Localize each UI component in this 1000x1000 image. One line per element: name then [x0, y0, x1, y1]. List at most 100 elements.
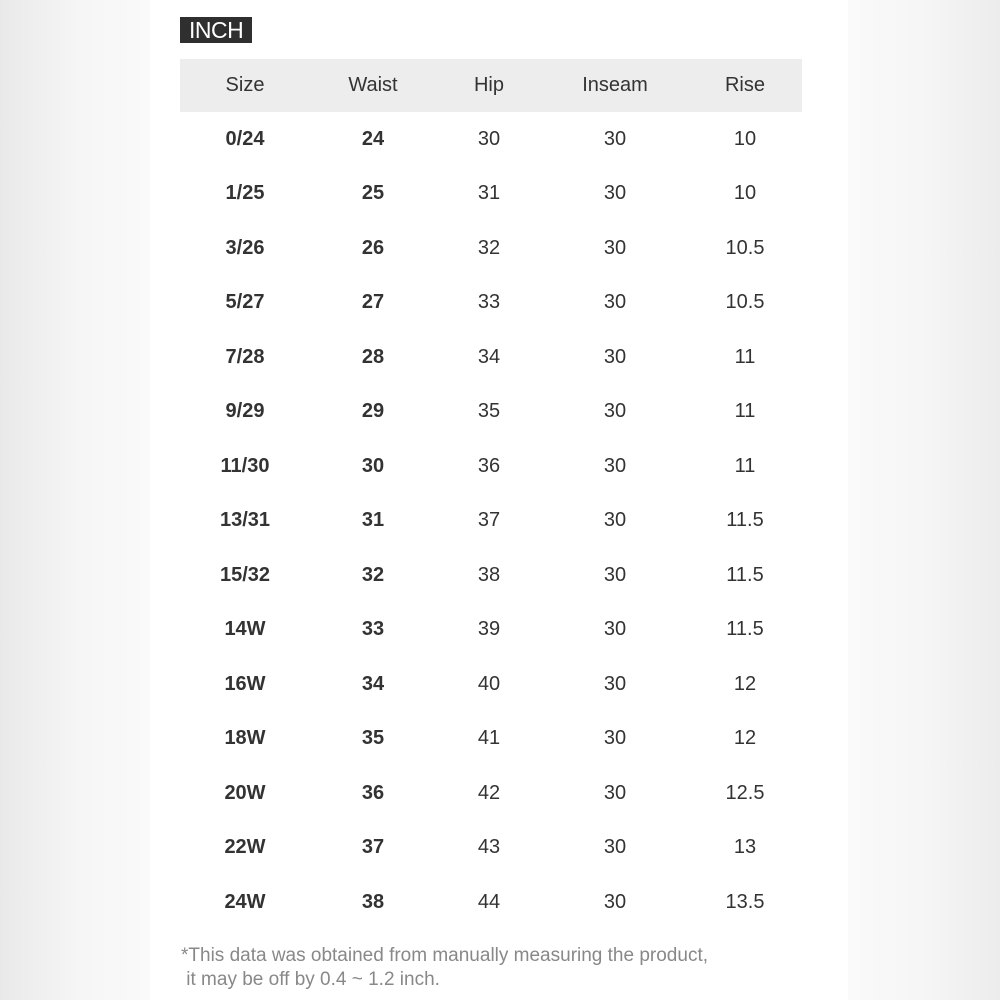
- cell-size: 20W: [224, 781, 266, 804]
- cell-size: 16W: [224, 672, 266, 695]
- cell-inseam: 30: [603, 454, 627, 477]
- cell-rise: 11: [734, 345, 756, 368]
- cell-size: 15/32: [219, 563, 271, 586]
- table-row: 11/30 30 36 30 11: [180, 439, 802, 494]
- table-row: 3/26 26 32 30 10.5: [180, 221, 802, 276]
- table-row: 18W 35 41 30 12: [180, 712, 802, 767]
- table-row: 1/25 25 31 30 10: [180, 167, 802, 222]
- cell-waist: 35: [361, 727, 385, 750]
- cell-rise: 10.5: [725, 236, 765, 259]
- cell-waist: 29: [361, 400, 385, 423]
- table-row: 5/27 27 33 30 10.5: [180, 276, 802, 331]
- cell-inseam: 30: [603, 400, 627, 423]
- unit-label: INCH: [180, 17, 253, 43]
- cell-rise: 12: [733, 672, 757, 695]
- cell-waist: 34: [361, 672, 385, 695]
- cell-size: 13/31: [219, 509, 271, 532]
- cell-rise: 10.5: [725, 291, 765, 314]
- table-row: 24W 38 44 30 13.5: [180, 875, 802, 930]
- table-row: 22W 37 43 30 13: [180, 821, 802, 876]
- cell-inseam: 30: [603, 727, 627, 750]
- cell-hip: 31: [477, 182, 501, 205]
- cell-size: 0/24: [225, 127, 265, 150]
- cell-size: 1/25: [225, 182, 265, 205]
- cell-inseam: 30: [603, 890, 627, 913]
- cell-inseam: 30: [603, 236, 627, 259]
- cell-size: 18W: [224, 727, 266, 750]
- cell-waist: 26: [361, 236, 385, 259]
- cell-rise: 11.5: [726, 509, 764, 532]
- cell-size: 9/29: [225, 400, 265, 423]
- cell-hip: 41: [477, 727, 501, 750]
- cell-rise: 11: [734, 454, 756, 477]
- cell-hip: 33: [477, 291, 501, 314]
- cell-waist: 37: [361, 836, 385, 859]
- footnote-line: *This data was obtained from manually me…: [181, 945, 708, 966]
- cell-size: 5/27: [225, 291, 265, 314]
- cell-hip: 42: [477, 781, 501, 804]
- table-row: 13/31 31 37 30 11.5: [180, 494, 802, 549]
- cell-inseam: 30: [603, 563, 627, 586]
- cell-inseam: 30: [603, 618, 627, 641]
- cell-waist: 28: [361, 345, 385, 368]
- cell-hip: 38: [477, 563, 501, 586]
- cell-waist: 24: [361, 127, 385, 150]
- cell-rise: 13.5: [725, 890, 765, 913]
- cell-hip: 37: [477, 509, 501, 532]
- cell-rise: 11.5: [726, 618, 764, 641]
- cell-hip: 36: [477, 454, 501, 477]
- table-header: Size Waist Hip Inseam Rise: [180, 59, 802, 112]
- footnote: *This data was obtained from manually me…: [181, 944, 708, 992]
- cell-size: 7/28: [225, 345, 265, 368]
- table-row: 7/28 28 34 30 11: [180, 330, 802, 385]
- cell-inseam: 30: [603, 345, 627, 368]
- column-header-rise: Rise: [688, 59, 802, 112]
- column-header-size: Size: [180, 59, 310, 112]
- cell-waist: 36: [361, 781, 385, 804]
- cell-size: 14W: [224, 618, 266, 641]
- table-row: 9/29 29 35 30 11: [180, 385, 802, 440]
- table-row: 0/24 24 30 30 10: [180, 112, 802, 167]
- cell-hip: 30: [477, 127, 501, 150]
- cell-size: 11/30: [220, 454, 270, 477]
- cell-rise: 11.5: [726, 563, 764, 586]
- cell-waist: 38: [361, 890, 385, 913]
- footnote-line: it may be off by 0.4 ~ 1.2 inch.: [181, 969, 440, 990]
- table-row: 15/32 32 38 30 11.5: [180, 548, 802, 603]
- cell-rise: 10: [733, 127, 757, 150]
- cell-waist: 31: [361, 509, 385, 532]
- size-table: Size Waist Hip Inseam Rise 0/24 24 30 30 10 1/25 2…: [180, 59, 802, 930]
- cell-hip: 40: [477, 672, 501, 695]
- cell-inseam: 30: [603, 672, 627, 695]
- cell-waist: 27: [361, 291, 385, 314]
- cell-size: 3/26: [225, 236, 265, 259]
- column-header-hip: Hip: [436, 59, 542, 112]
- table-row: 14W 33 39 30 11.5: [180, 603, 802, 658]
- column-header-waist: Waist: [310, 59, 436, 112]
- cell-hip: 32: [477, 236, 501, 259]
- cell-hip: 43: [477, 836, 501, 859]
- cell-rise: 12: [733, 727, 757, 750]
- cell-hip: 34: [477, 345, 501, 368]
- cell-size: 24W: [224, 890, 266, 913]
- size-chart-panel: [150, 0, 848, 1000]
- cell-size: 22W: [224, 836, 266, 859]
- cell-waist: 32: [361, 563, 385, 586]
- cell-waist: 25: [361, 182, 385, 205]
- cell-inseam: 30: [603, 127, 627, 150]
- cell-waist: 30: [361, 454, 385, 477]
- cell-rise: 10: [733, 182, 757, 205]
- cell-inseam: 30: [603, 836, 627, 859]
- cell-inseam: 30: [603, 781, 627, 804]
- cell-hip: 44: [477, 890, 501, 913]
- column-header-inseam: Inseam: [542, 59, 688, 112]
- cell-rise: 12.5: [725, 781, 765, 804]
- cell-inseam: 30: [603, 182, 627, 205]
- cell-rise: 13: [733, 836, 757, 859]
- cell-waist: 33: [361, 618, 385, 641]
- cell-inseam: 30: [603, 291, 627, 314]
- cell-hip: 35: [477, 400, 501, 423]
- cell-rise: 11: [734, 400, 756, 423]
- cell-hip: 39: [477, 618, 501, 641]
- table-row: 20W 36 42 30 12.5: [180, 766, 802, 821]
